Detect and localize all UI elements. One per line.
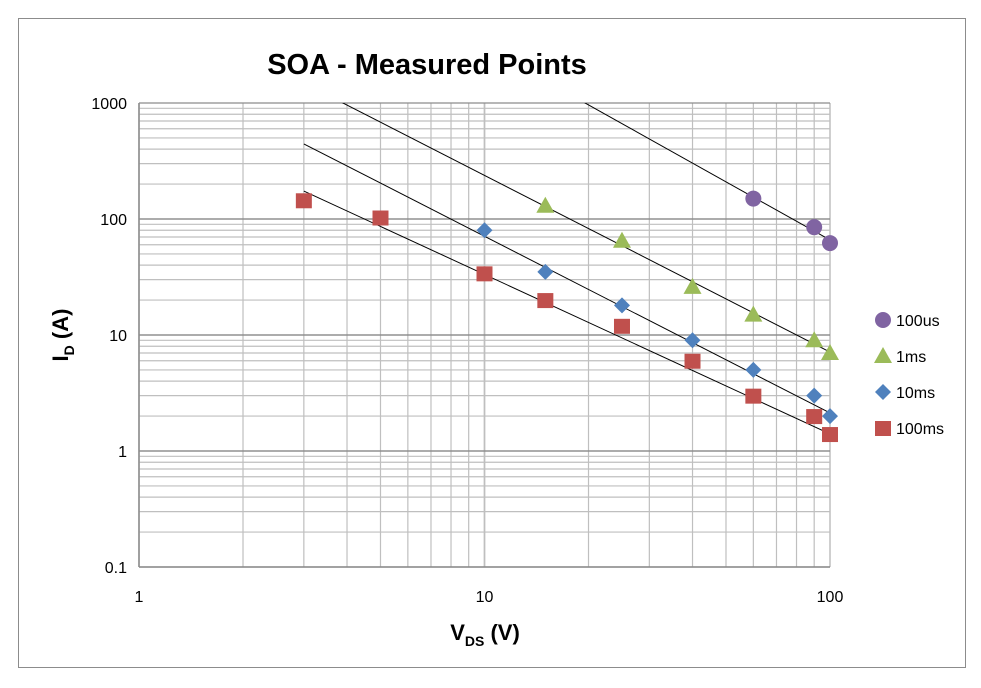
point-10ms — [745, 361, 762, 378]
legend-label-100ms: 100ms — [896, 421, 944, 438]
tick-labels: 1 10 100 0.1 1 10 100 1000 — [91, 96, 843, 606]
point-10ms — [476, 222, 493, 239]
trendline-100us — [584, 103, 830, 241]
x-tick-label: 100 — [817, 589, 844, 606]
point-100ms — [476, 266, 493, 282]
point-100ms — [372, 210, 389, 226]
point-100us — [806, 219, 823, 236]
point-100ms — [295, 193, 312, 209]
legend-label-10ms: 10ms — [896, 385, 935, 402]
legend-label-100us: 100us — [896, 313, 940, 330]
trendlines — [303, 103, 830, 435]
trendline-100ms — [303, 190, 830, 435]
point-1ms — [805, 331, 824, 348]
point-100ms — [537, 293, 554, 309]
x-axis-label: VDS (V) — [450, 620, 520, 649]
legend-marker-10ms — [875, 384, 891, 400]
y-tick-label: 10 — [109, 328, 127, 345]
point-10ms — [806, 387, 823, 404]
data-points — [295, 190, 839, 443]
y-tick-label: 0.1 — [105, 560, 127, 577]
grid — [138, 102, 831, 568]
trendline-1ms — [341, 103, 830, 353]
point-1ms — [821, 343, 839, 360]
legend-marker-1ms — [874, 347, 892, 363]
point-1ms — [612, 231, 631, 248]
point-100ms — [613, 318, 630, 334]
chart-title: SOA - Measured Points — [267, 49, 587, 81]
point-100us — [822, 235, 838, 252]
y-tick-label: 100 — [100, 212, 127, 229]
point-1ms — [683, 277, 702, 294]
x-tick-label: 10 — [476, 589, 494, 606]
chart-frame — [18, 18, 966, 668]
y-axis-label: ID (A) — [48, 309, 77, 362]
point-10ms — [684, 332, 701, 349]
trendline-10ms — [303, 143, 830, 414]
legend-marker-100ms — [875, 421, 891, 436]
point-100ms — [806, 409, 823, 425]
x-tick-label: 1 — [135, 589, 144, 606]
point-100ms — [745, 388, 762, 404]
point-10ms — [537, 263, 554, 280]
point-10ms — [822, 408, 838, 425]
legend-label-1ms: 1ms — [896, 349, 926, 366]
point-1ms — [536, 196, 555, 213]
point-100us — [745, 190, 762, 207]
point-1ms — [744, 305, 763, 322]
point-10ms — [613, 297, 630, 314]
legend: 100us 1ms 10ms 100ms — [874, 312, 944, 438]
legend-marker-100us — [875, 312, 891, 328]
y-tick-label: 1000 — [91, 96, 127, 113]
point-100ms — [684, 353, 701, 369]
point-100ms — [822, 427, 838, 443]
y-tick-label: 1 — [118, 444, 127, 461]
